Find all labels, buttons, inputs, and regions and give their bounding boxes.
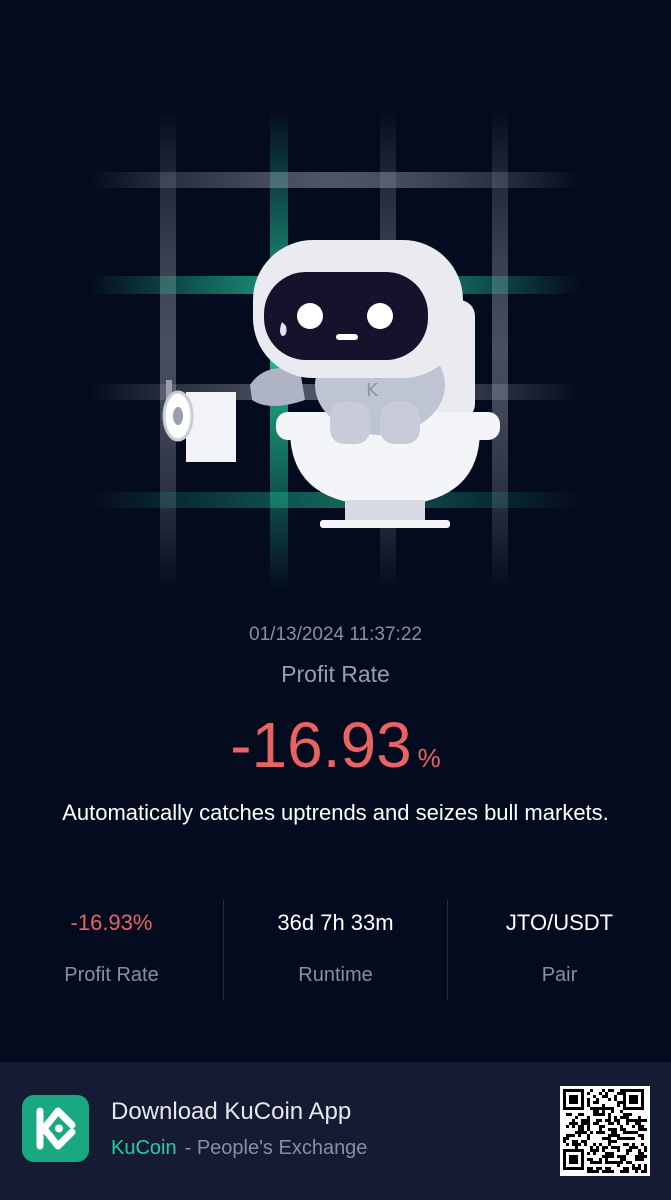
stat-label: Runtime (298, 964, 373, 986)
profit-rate-value: -16.93 (230, 709, 412, 781)
slogan: Automatically catches uptrends and seize… (62, 800, 609, 825)
stat-label: Pair (541, 964, 578, 986)
tagline-row: KuCoin - People's Exchange (111, 1137, 367, 1160)
download-footer: Download KuCoin App KuCoin - People's Exc… (0, 1062, 671, 1200)
tagline: - People's Exchange (184, 1137, 368, 1159)
brand-name: KuCoin (111, 1137, 177, 1159)
download-title: Download KuCoin App (111, 1098, 352, 1125)
kucoin-logo-icon (22, 1095, 89, 1162)
profit-rate-heading: Profit Rate (281, 661, 390, 687)
stats-row: -16.93% Profit Rate 36d 7h 33m Runtime J… (0, 900, 671, 1000)
stat-label: Profit Rate (64, 964, 159, 986)
svg-text:K: K (366, 380, 379, 401)
stat-value: JTO/USDT (505, 910, 614, 935)
profit-rate-unit: % (417, 743, 441, 773)
robot-toilet-illustration: K (0, 100, 671, 600)
stat-profit-rate: -16.93% Profit Rate (0, 900, 223, 1000)
stat-value: 36d 7h 33m (277, 910, 394, 935)
qr-code-icon (560, 1086, 650, 1176)
timestamp: 01/13/2024 11:37:22 (249, 624, 422, 645)
stat-pair: JTO/USDT Pair (447, 900, 671, 1000)
profit-rate-big: -16.93% (0, 708, 671, 782)
stat-value: -16.93% (70, 910, 153, 935)
stat-runtime: 36d 7h 33m Runtime (223, 900, 447, 1000)
